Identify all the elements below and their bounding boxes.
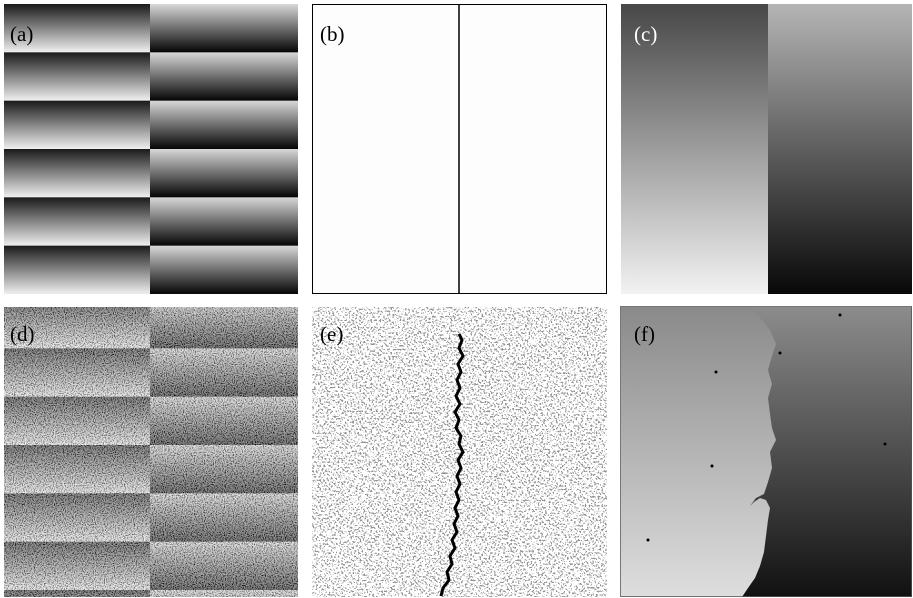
unwrapped-right [768, 4, 912, 294]
panel-label: (c) [634, 22, 657, 46]
artifact [715, 371, 718, 374]
artifact [647, 539, 650, 542]
noise-overlay [4, 307, 298, 597]
artifact [711, 465, 714, 468]
panel-label: (a) [10, 22, 33, 46]
panel-d: (d) [4, 307, 298, 597]
artifact [884, 443, 887, 446]
panel-label: (b) [320, 22, 345, 46]
panel-label: (f) [634, 322, 655, 346]
panel-c: (c) [621, 4, 912, 294]
panel-a: (a) [4, 4, 298, 294]
panel-label: (d) [10, 322, 35, 346]
wrapped-phase-left [4, 4, 150, 294]
panel-label: (e) [320, 322, 343, 346]
wrapped-phase-right [150, 4, 298, 294]
figure: (a) (b) (c) (d) (e) (f) [0, 0, 913, 598]
artifact [779, 352, 782, 355]
panel-b: (b) [313, 5, 607, 294]
page: (a) (b) (c) (d) (e) (f) (() => [0, 0, 913, 598]
panel-f: (f) [621, 307, 913, 598]
panel-e: (e) [312, 307, 607, 597]
artifact [839, 314, 842, 317]
unwrapped-left [621, 4, 768, 294]
